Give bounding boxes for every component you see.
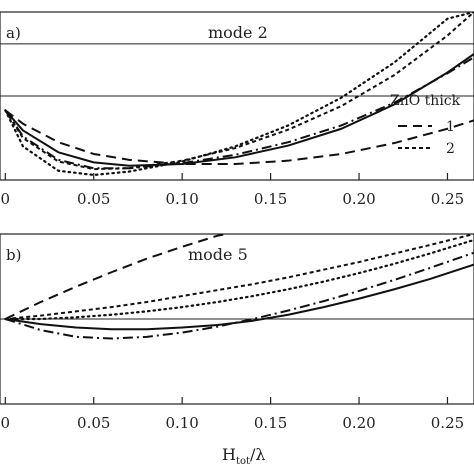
x-axis-label-tail: /λ	[250, 445, 266, 464]
panel-b-series-solid	[5, 263, 474, 331]
legend-entry-2: 2	[446, 141, 455, 157]
panel-b-x-tick-label: 0.05	[77, 414, 110, 432]
panel-a-series-solid	[4, 53, 474, 167]
panel-a-x-tick-label: 0.25	[431, 190, 464, 208]
legend: ZnO thick 1 2	[390, 93, 461, 157]
panel-b-series-short-dash	[5, 234, 474, 320]
panel-a-mode-annotation: mode 2	[208, 23, 268, 42]
panel-b-frame	[0, 233, 474, 405]
panel-a-x-ticks	[4, 173, 449, 180]
panel-b-x-ticks	[4, 397, 449, 404]
panel-a-series-dash	[4, 109, 474, 166]
panel-a-x-tick-label: 0.20	[342, 190, 375, 208]
panel-b-x-tick-label: 0.20	[342, 414, 375, 432]
panel-a-series-dot	[4, 12, 474, 177]
panel-b: b) mode 5	[0, 233, 474, 405]
panel-b-curves	[4, 234, 474, 340]
panel-a-x-tick-label: 0.05	[77, 190, 110, 208]
x-axis-label: Htot/λ	[222, 445, 266, 467]
panel-b-series-dash	[4, 234, 227, 320]
panel-b-x-tick-label: 0.10	[165, 414, 198, 432]
legend-entry-1: 1	[446, 119, 455, 135]
x-axis-label-main: H	[222, 445, 236, 464]
panel-b-x-tick-label: 0.15	[254, 414, 287, 432]
panel-a-x-tick-label: 0	[1, 190, 11, 208]
panel-a-reference-lines	[0, 43, 474, 97]
legend-title: ZnO thick	[390, 93, 461, 109]
panel-b-x-tick-label: 0.25	[431, 414, 464, 432]
panel-a-frame	[0, 11, 474, 181]
panel-a: a) mode 2 ZnO thick 1 2	[0, 11, 474, 181]
panel-a-series-dash-dot	[4, 56, 474, 170]
panel-a-x-tick-label: 0.15	[254, 190, 287, 208]
panel-b-x-tick-labels: 0 0.05 0.10 0.15 0.20 0.25	[1, 414, 465, 432]
panel-b-series-dot	[4, 238, 474, 321]
panel-b-series-dash-dot	[5, 251, 474, 340]
panel-b-x-tick-label: 0	[1, 414, 11, 432]
panel-a-label: a)	[6, 24, 21, 42]
panel-b-label: b)	[6, 246, 21, 264]
x-axis-label-sub: tot	[236, 456, 250, 467]
panel-a-x-tick-labels: 0 0.05 0.10 0.15 0.20 0.25	[1, 190, 465, 208]
panel-a-curves	[4, 12, 474, 177]
panel-a-x-tick-label: 0.10	[165, 190, 198, 208]
panel-b-mode-annotation: mode 5	[188, 245, 248, 264]
